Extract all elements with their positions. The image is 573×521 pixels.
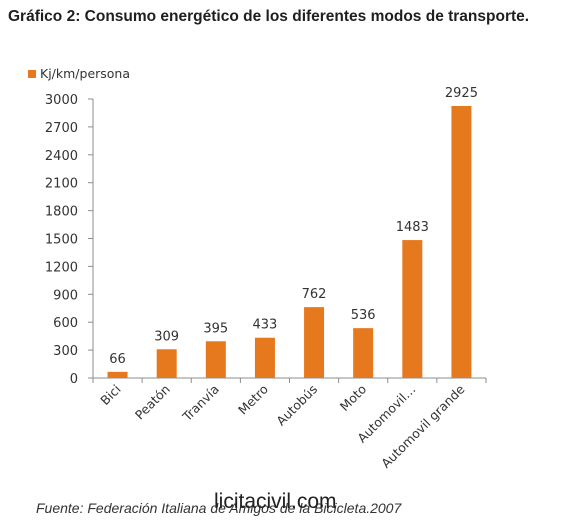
legend-swatch	[28, 70, 36, 78]
y-tick-label: 0	[70, 372, 78, 387]
y-tick-label: 1800	[45, 205, 78, 220]
bar	[254, 337, 275, 378]
data-label: 2925	[445, 86, 478, 101]
data-label: 1483	[396, 220, 429, 235]
y-tick-label: 3000	[45, 93, 78, 108]
data-label: 66	[109, 352, 126, 367]
x-tick-label: Autobús	[273, 382, 320, 429]
y-tick-label: 2100	[45, 177, 78, 192]
y-tick-label: 600	[53, 316, 78, 331]
y-axis: 0 300 600 900 1200 1500 1800 2100 2400 2700 3000	[45, 93, 94, 387]
x-axis: Bici Peatón Tranvía Metro Autobús MotoAutomov…	[92, 377, 487, 471]
x-tick-label: Moto	[337, 382, 370, 415]
y-tick-label: 2400	[45, 149, 78, 164]
y-tick-label: 2700	[45, 121, 78, 136]
data-label: 309	[154, 329, 179, 344]
data-label: 433	[253, 318, 278, 333]
x-tick-label: Tranvía	[179, 382, 222, 425]
bar	[304, 307, 325, 378]
watermark: licitacivil.com	[214, 490, 337, 513]
y-tick-label: 1200	[45, 260, 78, 275]
bar	[451, 105, 472, 378]
bars	[107, 105, 472, 378]
data-label: 536	[351, 308, 376, 323]
x-tick-label: Peatón	[132, 382, 173, 423]
bar	[205, 341, 226, 378]
legend: Kj/km/persona	[28, 66, 130, 81]
data-label: 762	[302, 287, 327, 302]
x-tick-label: Automovil grande	[378, 381, 468, 471]
chart-title: Gráfico 2: Consumo energético de los dif…	[8, 8, 530, 25]
legend-label: Kj/km/persona	[40, 66, 130, 81]
y-tick-label: 900	[53, 288, 78, 303]
bar	[353, 328, 374, 378]
bar	[107, 371, 128, 378]
data-label: 395	[203, 321, 228, 336]
bar	[156, 349, 177, 378]
y-tick-label: 1500	[45, 233, 78, 248]
x-tick-label: Metro	[235, 382, 271, 418]
source-note: Fuente: Federación Italiana de Amigos de…	[36, 500, 402, 516]
y-tick-label: 300	[53, 344, 78, 359]
x-tick-label: Bici	[97, 382, 123, 408]
data-labels: 66 309 395 433 762 536 1483 2925	[109, 86, 478, 367]
bar	[402, 240, 423, 378]
